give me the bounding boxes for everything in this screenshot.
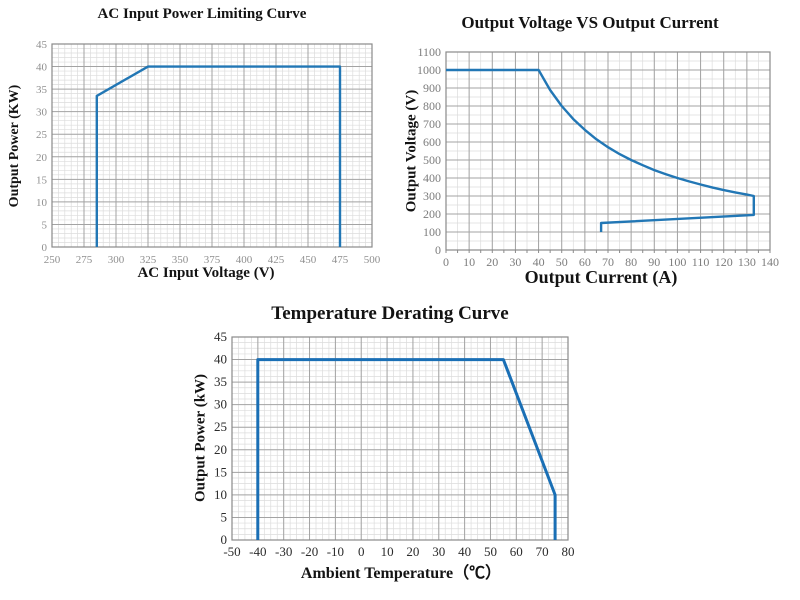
chart3-plot-area: -50 -40 -30 -20 -10 0 10 20 30 40 50 60 70 80 0 5 10 15 20… [214, 330, 575, 559]
svg-text:700: 700 [423, 117, 441, 131]
svg-text:1000: 1000 [417, 63, 441, 77]
svg-text:350: 350 [172, 254, 189, 266]
svg-text:375: 375 [204, 254, 221, 266]
svg-text:120: 120 [715, 255, 733, 269]
x-tick-labels: 0 10 20 30 40 50 60 70 80 90 100 110 120 130 140 [443, 255, 779, 269]
svg-text:200: 200 [423, 207, 441, 221]
svg-text:20: 20 [486, 255, 498, 269]
svg-text:30: 30 [509, 255, 521, 269]
svg-text:10: 10 [381, 544, 394, 559]
svg-text:140: 140 [761, 255, 779, 269]
svg-text:100: 100 [668, 255, 686, 269]
svg-text:600: 600 [423, 135, 441, 149]
svg-text:15: 15 [36, 174, 48, 186]
svg-text:0: 0 [221, 532, 228, 547]
svg-text:45: 45 [36, 39, 48, 51]
svg-text:45: 45 [214, 330, 227, 344]
svg-text:300: 300 [423, 189, 441, 203]
major-grid [231, 336, 569, 541]
svg-text:450: 450 [300, 254, 317, 266]
svg-text:-30: -30 [275, 544, 292, 559]
svg-text:475: 475 [332, 254, 349, 266]
svg-text:40: 40 [458, 544, 471, 559]
svg-text:20: 20 [406, 544, 419, 559]
minor-grid [231, 336, 569, 541]
x-axis-tick-marks [445, 250, 771, 253]
y-tick-labels: 0 5 10 15 20 25 30 35 40 45 [214, 330, 227, 547]
svg-text:40: 40 [36, 62, 48, 74]
svg-text:15: 15 [214, 464, 227, 479]
svg-text:400: 400 [236, 254, 253, 266]
chart2-x-axis-label: Output Current (A) [524, 267, 678, 287]
svg-text:-10: -10 [327, 544, 344, 559]
svg-text:90: 90 [648, 255, 660, 269]
svg-text:25: 25 [214, 419, 227, 434]
svg-text:425: 425 [268, 254, 285, 266]
svg-text:130: 130 [738, 255, 756, 269]
svg-text:70: 70 [536, 544, 549, 559]
svg-text:30: 30 [214, 397, 227, 412]
x-tick-labels: -50 -40 -30 -20 -10 0 10 20 30 40 50 60 70 80 [223, 544, 574, 559]
svg-text:275: 275 [76, 254, 93, 266]
svg-text:10: 10 [214, 487, 227, 502]
svg-text:110: 110 [692, 255, 710, 269]
svg-text:0: 0 [358, 544, 365, 559]
svg-text:900: 900 [423, 81, 441, 95]
chart1-plot-area: 250 275 300 325 350 375 400 425 450 475 500 0 5 10 15 2… [36, 39, 381, 266]
svg-text:0: 0 [443, 255, 449, 269]
y-tick-labels: 0 5 10 15 20 25 30 35 40 45 [36, 39, 48, 254]
chart3-x-axis-label: Ambient Temperature（℃） [300, 565, 502, 582]
svg-text:500: 500 [423, 153, 441, 167]
svg-text:10: 10 [463, 255, 475, 269]
svg-text:60: 60 [510, 544, 523, 559]
svg-text:20: 20 [214, 442, 227, 457]
svg-text:70: 70 [602, 255, 614, 269]
svg-text:30: 30 [36, 107, 48, 119]
major-grid [51, 43, 373, 248]
svg-text:1100: 1100 [417, 45, 441, 59]
svg-text:35: 35 [36, 84, 48, 96]
chart2-plot-area: 0 10 20 30 40 50 60 70 80 90 100 110 120 130 140 0 100 20… [417, 45, 779, 269]
chart2-title: Output Voltage VS Output Current [461, 13, 719, 32]
data-curve [95, 65, 342, 247]
svg-text:300: 300 [108, 254, 125, 266]
svg-text:5: 5 [221, 509, 228, 524]
svg-text:80: 80 [625, 255, 637, 269]
svg-text:500: 500 [364, 254, 381, 266]
y-tick-labels: 0 100 200 300 400 500 600 700 800 900 1000 1100 [417, 45, 441, 257]
svg-text:80: 80 [562, 544, 575, 559]
svg-text:40: 40 [533, 255, 545, 269]
svg-text:35: 35 [214, 374, 227, 389]
svg-text:-50: -50 [223, 544, 240, 559]
svg-text:25: 25 [36, 129, 48, 141]
svg-text:400: 400 [423, 171, 441, 185]
data-curve [256, 358, 557, 540]
svg-text:100: 100 [423, 225, 441, 239]
svg-text:250: 250 [44, 254, 61, 266]
svg-text:60: 60 [579, 255, 591, 269]
svg-text:325: 325 [140, 254, 157, 266]
svg-text:5: 5 [42, 219, 48, 231]
svg-text:30: 30 [432, 544, 445, 559]
svg-text:-40: -40 [249, 544, 266, 559]
svg-text:10: 10 [36, 197, 48, 209]
svg-text:50: 50 [556, 255, 568, 269]
data-curve [446, 68, 755, 232]
chart1-title: AC Input Power Limiting Curve [97, 6, 307, 22]
x-tick-labels: 250 275 300 325 350 375 400 425 450 475 500 [44, 254, 381, 266]
plot-border [231, 336, 569, 541]
svg-text:0: 0 [42, 242, 48, 254]
chart1-x-axis-label: AC Input Voltage (V) [137, 265, 275, 281]
plot-border [51, 43, 373, 248]
svg-text:-20: -20 [301, 544, 318, 559]
chart3-title: Temperature Derating Curve [271, 303, 509, 324]
svg-text:0: 0 [435, 243, 441, 257]
svg-text:40: 40 [214, 352, 227, 367]
svg-text:20: 20 [36, 152, 48, 164]
svg-text:50: 50 [484, 544, 497, 559]
svg-text:800: 800 [423, 99, 441, 113]
